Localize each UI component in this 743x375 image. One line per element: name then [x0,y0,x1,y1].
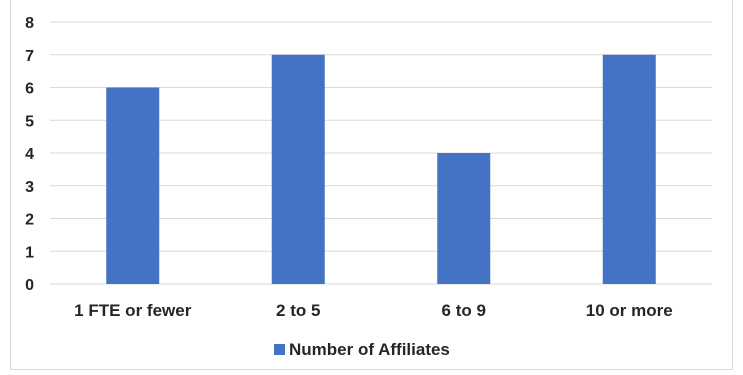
legend-swatch [274,344,285,355]
x-tick-label: 10 or more [586,301,673,320]
y-axis-ticks: 0 1 2 3 4 5 6 7 8 [25,15,34,294]
x-tick-label: 6 to 9 [442,301,486,320]
y-tick-label: 6 [25,81,34,98]
legend: Number of Affiliates [274,340,450,359]
bar [106,87,160,284]
chart-frame [10,0,733,370]
x-tick-label: 2 to 5 [276,301,320,320]
x-axis-labels: 1 FTE or fewer 2 to 5 6 to 9 10 or more [74,301,673,320]
gridlines [50,21,712,285]
bar [271,54,325,284]
y-tick-label: 1 [25,244,34,261]
x-tick-label: 1 FTE or fewer [74,301,192,320]
y-tick-label: 4 [25,146,34,163]
y-tick-label: 3 [25,179,34,196]
bar [437,153,491,284]
bar [602,54,656,284]
y-tick-label: 5 [25,113,34,130]
legend-label: Number of Affiliates [289,340,450,359]
y-tick-label: 8 [25,15,34,32]
bars [106,54,656,284]
y-tick-label: 7 [25,48,34,65]
y-tick-label: 2 [25,212,34,229]
y-tick-label: 0 [25,277,34,294]
